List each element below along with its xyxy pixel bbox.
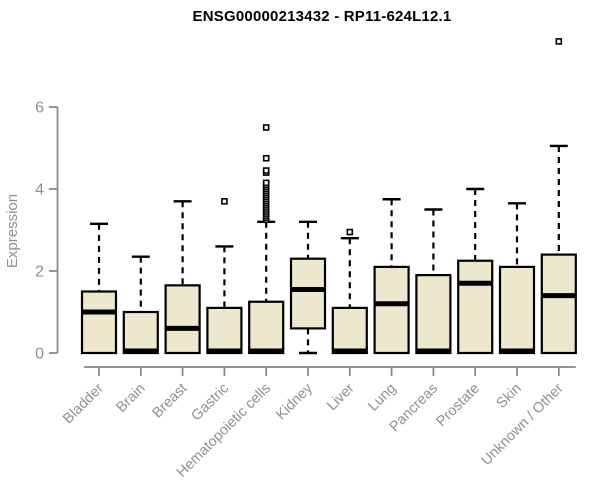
outlier-point <box>262 154 270 162</box>
y-tick-label: 6 <box>35 100 44 117</box>
y-tick-label: 0 <box>35 346 44 363</box>
box-iqr <box>415 274 452 355</box>
box-iqr <box>164 284 201 355</box>
outlier-point <box>262 124 270 131</box>
x-tick-label-lung: Lung <box>365 381 399 415</box>
box-group-pancreas <box>415 208 452 355</box>
outlier-point <box>346 228 354 236</box>
box-group-lung <box>373 198 410 355</box>
box-group-bladder <box>80 222 118 355</box>
box-iqr <box>373 265 410 355</box>
outlier-point <box>262 179 270 187</box>
box-iqr <box>331 306 368 355</box>
boxes-layer <box>80 38 577 355</box>
chart-title: ENSG00000213432 - RP11-624L12.1 <box>192 8 452 25</box>
box-iqr <box>80 290 118 355</box>
box-group-prostate <box>457 187 494 355</box>
box-group-kidney <box>289 220 327 355</box>
x-tick-label-skin: Skin <box>494 381 525 412</box>
y-tick-label: 2 <box>35 264 44 281</box>
box-group-liver <box>331 228 368 355</box>
box-iqr <box>540 253 577 355</box>
x-tick-label-bladder: Bladder <box>60 380 107 427</box>
box-iqr <box>498 265 536 355</box>
y-axis-title: Expression <box>4 194 21 268</box>
box-group-skin <box>498 202 536 355</box>
box-group-breast <box>164 200 201 355</box>
x-tick-label-brain: Brain <box>113 381 148 416</box>
box-group-gastric <box>206 198 243 355</box>
x-tick-label-prostate: Prostate <box>434 381 483 430</box>
box-iqr <box>457 259 494 355</box>
outlier-point <box>221 198 228 205</box>
x-tick-label-kidney: Kidney <box>273 380 316 423</box>
box-iqr <box>206 306 243 355</box>
outlier-point <box>555 38 563 45</box>
box-iqr <box>289 257 327 330</box>
outlier-point <box>262 167 270 174</box>
x-tick-label-breast: Breast <box>149 381 190 422</box>
y-tick-label: 4 <box>35 182 44 199</box>
box-group-unknown-other <box>540 38 577 355</box>
box-group-hematopoietic-cells <box>248 124 285 355</box>
box-iqr <box>248 300 285 355</box>
box-group-brain <box>122 255 159 355</box>
box-iqr <box>122 310 159 355</box>
x-tick-label-liver: Liver <box>324 380 358 414</box>
